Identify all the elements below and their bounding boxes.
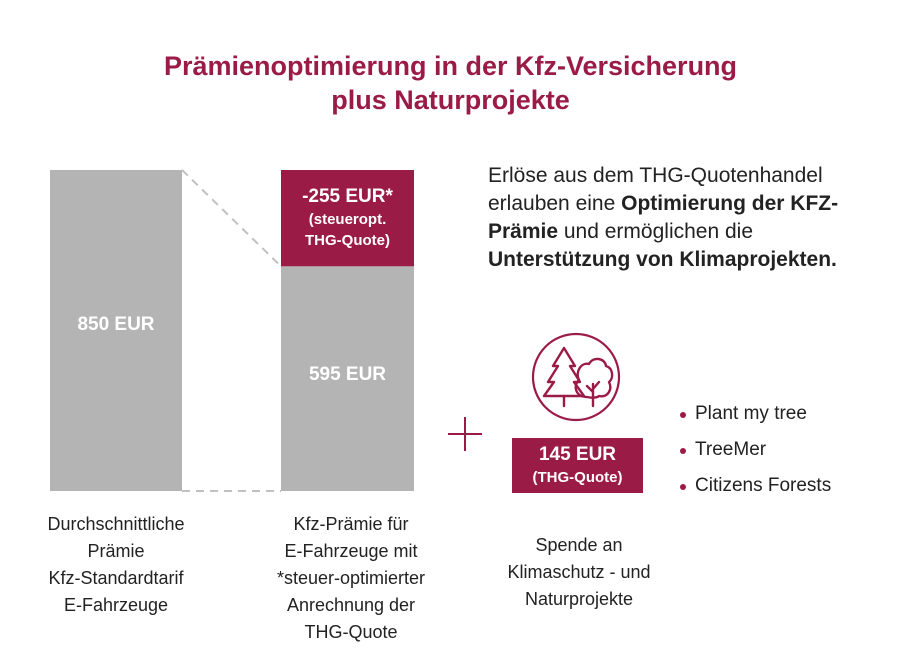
bar-1-value-label: 850 EUR — [77, 313, 155, 335]
bullet-icon — [680, 484, 686, 490]
bar-2 — [281, 266, 414, 491]
description-bold-1: Optimierung der KFZ-Prämie — [488, 192, 839, 243]
donation-caption-line: Naturprojekte — [524, 589, 634, 609]
trees-icon — [531, 332, 621, 422]
reduction-label: -255 EUR* (steueropt. THG-Quote) — [281, 185, 414, 251]
bar-2-caption-line: Anrechnung der — [286, 595, 416, 615]
bar-1-caption-line: Prämie — [87, 541, 145, 561]
title-line-2: plus Naturprojekte — [331, 85, 570, 115]
bar-2-caption-line: Kfz-Prämie für — [293, 514, 409, 534]
project-item: TreeMer — [680, 432, 831, 468]
bar-1-caption-line: Kfz-Standardtarif — [48, 568, 184, 588]
bar-2-caption-line: *steuer-optimierter — [276, 568, 426, 588]
reduction-note-2: THG-Quote) — [305, 232, 390, 250]
page-title: Prämienoptimierung in der Kfz-Versicheru… — [0, 49, 901, 117]
project-label: Citizens Forests — [695, 475, 832, 496]
donation-amount: 145 EUR — [538, 444, 617, 465]
description-bold-2: Unterstützung von Klimaprojekten. — [488, 248, 837, 271]
project-item: Plant my tree — [680, 396, 831, 432]
donation-note: (THG-Quote) — [532, 469, 623, 486]
donation-caption-line: Klimaschutz - und — [507, 562, 651, 582]
project-label: TreeMer — [695, 439, 767, 460]
bullet-icon — [680, 448, 686, 454]
project-label: Plant my tree — [695, 403, 807, 424]
connector-line-top — [181, 169, 282, 268]
bar-2-caption-line: E-Fahrzeuge mit — [284, 541, 418, 561]
donation-caption: Spende an Klimaschutz - und Naturprojekt… — [474, 532, 684, 613]
bar-1-caption-line: Durchschnittliche — [47, 514, 185, 534]
plus-icon — [445, 414, 485, 454]
bullet-icon — [680, 412, 686, 418]
bar-1-caption: Durchschnittliche Prämie Kfz-Standardtar… — [18, 511, 214, 619]
project-item: Citizens Forests — [680, 468, 831, 504]
project-list: Plant my tree TreeMer Citizens Forests — [680, 396, 831, 504]
bar-1 — [50, 170, 182, 491]
description-text: Erlöse aus dem THG-Quotenhandel erlauben… — [488, 162, 888, 274]
reduction-segment — [281, 170, 414, 267]
reduction-note-1: (steueropt. — [308, 211, 387, 229]
description-part-1: Erlöse aus dem THG-Quotenhandel erlauben… — [488, 164, 823, 215]
donation-caption-line: Spende an — [535, 535, 623, 555]
bar-2-caption: Kfz-Prämie für E-Fahrzeuge mit *steuer-o… — [245, 511, 457, 646]
title-line-1: Prämienoptimierung in der Kfz-Versicheru… — [163, 51, 738, 81]
reduction-amount: -255 EUR* — [302, 186, 393, 208]
description-part-2: und ermöglichen die — [558, 220, 754, 243]
bar-1-caption-line: E-Fahrzeuge — [63, 595, 169, 615]
donation-box: 145 EUR (THG-Quote) — [512, 438, 643, 493]
bar-2-value-label: 595 EUR — [308, 363, 387, 385]
bar-2-caption-line: THG-Quote — [304, 622, 398, 642]
